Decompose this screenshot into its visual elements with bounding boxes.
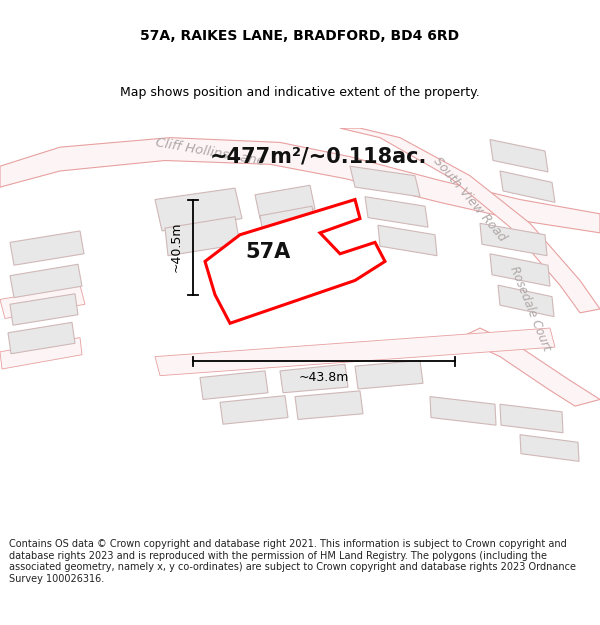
Text: Cliff Hollins Lane: Cliff Hollins Lane — [154, 136, 266, 168]
Polygon shape — [10, 231, 84, 265]
Polygon shape — [165, 217, 240, 256]
Polygon shape — [10, 294, 78, 325]
Polygon shape — [220, 396, 288, 424]
Polygon shape — [430, 397, 496, 425]
Text: 57A, RAIKES LANE, BRADFORD, BD4 6RD: 57A, RAIKES LANE, BRADFORD, BD4 6RD — [140, 29, 460, 43]
Polygon shape — [498, 285, 554, 317]
Polygon shape — [260, 206, 316, 239]
Polygon shape — [340, 128, 600, 313]
Polygon shape — [500, 171, 555, 202]
Polygon shape — [460, 328, 600, 406]
Polygon shape — [205, 199, 385, 323]
Polygon shape — [365, 197, 428, 227]
Polygon shape — [155, 188, 242, 231]
Text: Contains OS data © Crown copyright and database right 2021. This information is : Contains OS data © Crown copyright and d… — [9, 539, 576, 584]
Polygon shape — [0, 285, 85, 319]
Polygon shape — [350, 166, 420, 197]
Text: ~40.5m: ~40.5m — [170, 222, 183, 272]
Polygon shape — [10, 264, 82, 298]
Polygon shape — [500, 404, 563, 432]
Text: 57A: 57A — [245, 242, 290, 262]
Polygon shape — [520, 434, 579, 461]
Text: ~477m²/~0.118ac.: ~477m²/~0.118ac. — [210, 147, 427, 167]
Text: Rosedale Court: Rosedale Court — [507, 265, 553, 353]
Polygon shape — [0, 338, 82, 369]
Polygon shape — [355, 361, 423, 389]
Polygon shape — [378, 225, 437, 256]
Text: South View Road: South View Road — [431, 155, 509, 244]
Text: Map shows position and indicative extent of the property.: Map shows position and indicative extent… — [120, 86, 480, 99]
Polygon shape — [8, 322, 75, 354]
Polygon shape — [0, 138, 600, 233]
Polygon shape — [255, 185, 315, 219]
Polygon shape — [155, 328, 555, 376]
Polygon shape — [295, 391, 363, 419]
Polygon shape — [490, 254, 550, 286]
Polygon shape — [490, 139, 548, 172]
Polygon shape — [480, 223, 547, 256]
Polygon shape — [280, 364, 348, 392]
Polygon shape — [200, 371, 268, 399]
Text: ~43.8m: ~43.8m — [299, 371, 349, 384]
